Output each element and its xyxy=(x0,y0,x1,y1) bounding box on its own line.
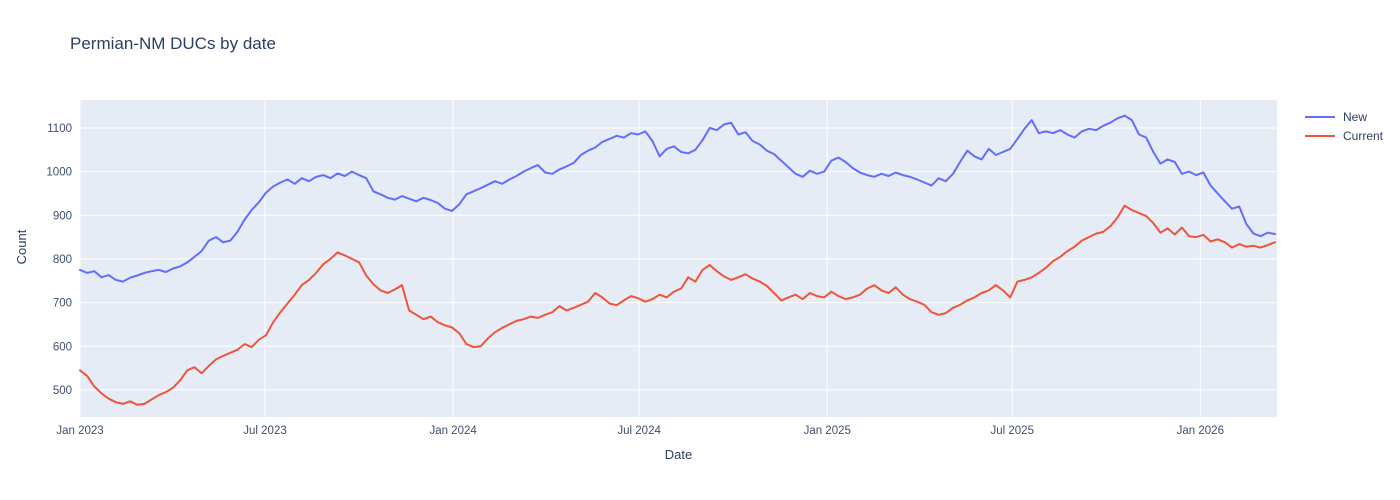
y-tick-label: 900 xyxy=(53,210,72,222)
y-tick-label: 1100 xyxy=(47,123,72,135)
x-tick-label: Jan 2025 xyxy=(804,425,851,437)
y-tick-label: 700 xyxy=(53,298,72,310)
x-tick-label: Jan 2024 xyxy=(429,425,477,437)
legend-item-current[interactable]: Current xyxy=(1305,126,1383,145)
legend-label-new: New xyxy=(1343,109,1368,124)
x-tick-label: Jul 2025 xyxy=(991,425,1034,437)
chart-title: Permian-NM DUCs by date xyxy=(70,34,276,53)
x-axis-title: Date xyxy=(664,447,693,462)
y-tick-label: 800 xyxy=(53,254,72,266)
y-tick-label: 1000 xyxy=(46,167,72,179)
y-axis-title: Count xyxy=(14,229,29,265)
legend-line-swatch-current xyxy=(1305,134,1335,137)
legend: New Current xyxy=(1305,107,1383,145)
x-tick-label: Jan 2023 xyxy=(56,425,103,437)
legend-line-swatch-new xyxy=(1305,115,1335,118)
x-tick-label: Jul 2024 xyxy=(617,425,661,437)
legend-item-new[interactable]: New xyxy=(1305,107,1383,126)
y-tick-label: 500 xyxy=(53,385,72,397)
legend-label-current: Current xyxy=(1343,128,1384,143)
series-line-current[interactable] xyxy=(79,204,1276,406)
series-line-new[interactable] xyxy=(79,114,1276,283)
x-tick-label: Jan 2026 xyxy=(1177,425,1224,437)
y-tick-label: 600 xyxy=(53,341,72,353)
x-tick-label: Jul 2023 xyxy=(243,425,286,437)
